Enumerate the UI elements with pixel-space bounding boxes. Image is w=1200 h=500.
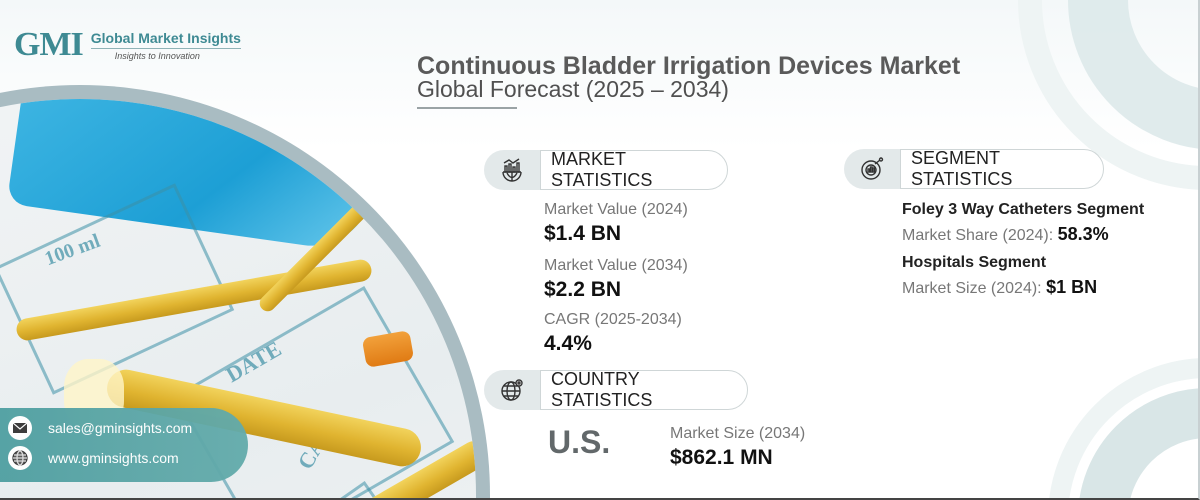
country-statistics-header: COUNTRY STATISTICS bbox=[484, 369, 748, 410]
website-text: www.gminsights.com bbox=[48, 450, 179, 466]
stat-label: Market Value (2024) bbox=[544, 201, 688, 218]
section-title: MARKET STATISTICS bbox=[540, 149, 728, 190]
title-divider bbox=[417, 107, 517, 109]
target-chart-icon bbox=[844, 149, 900, 189]
segment-metric: Market Share (2024): 58.3% bbox=[902, 224, 1109, 245]
metric-label: Market Share (2024): bbox=[902, 227, 1054, 244]
gmi-logo: GMI Global Market Insights Insights to I… bbox=[14, 26, 241, 64]
website-link[interactable]: www.gminsights.com bbox=[8, 446, 179, 470]
metric-value: 58.3% bbox=[1057, 224, 1109, 244]
segment-metric: Market Size (2024): $1 BN bbox=[902, 277, 1097, 298]
stat-label: Market Value (2034) bbox=[544, 257, 688, 274]
globe-pin-icon bbox=[484, 370, 540, 410]
stat-value: $2.2 BN bbox=[544, 278, 622, 301]
contact-panel: sales@gminsights.com www.gminsights.com bbox=[0, 408, 248, 482]
logo-mark: GMI bbox=[14, 26, 84, 63]
logo-tagline: Insights to Innovation bbox=[114, 50, 200, 61]
email-text: sales@gminsights.com bbox=[48, 420, 193, 436]
metric-value: $1 BN bbox=[1046, 277, 1098, 297]
stat-value: 4.4% bbox=[544, 332, 592, 355]
envelope-icon bbox=[8, 416, 32, 440]
email-link[interactable]: sales@gminsights.com bbox=[8, 416, 192, 440]
market-statistics-header: MARKET STATISTICS bbox=[484, 149, 728, 190]
logo-name: Global Market Insights bbox=[90, 30, 241, 49]
segment-statistics-header: SEGMENT STATISTICS bbox=[844, 148, 1104, 189]
stat-label: Market Size (2034) bbox=[670, 425, 806, 442]
stat-value: $1.4 BN bbox=[544, 222, 622, 245]
metric-label: Market Size (2024): bbox=[902, 280, 1042, 297]
section-title: SEGMENT STATISTICS bbox=[900, 148, 1104, 189]
section-title: COUNTRY STATISTICS bbox=[540, 369, 748, 410]
chart-globe-icon bbox=[484, 150, 540, 190]
segment-name: Hospitals Segment bbox=[902, 254, 1047, 271]
country-name: U.S. bbox=[548, 424, 611, 460]
stat-label: CAGR (2025-2034) bbox=[544, 311, 682, 328]
segment-name: Foley 3 Way Catheters Segment bbox=[902, 201, 1145, 218]
page-title: Continuous Bladder Irrigation Devices Ma… bbox=[417, 52, 961, 80]
page-subtitle: Global Forecast (2025 – 2034) bbox=[417, 76, 729, 102]
stat-value: $862.1 MN bbox=[670, 446, 773, 469]
globe-icon bbox=[8, 446, 32, 470]
